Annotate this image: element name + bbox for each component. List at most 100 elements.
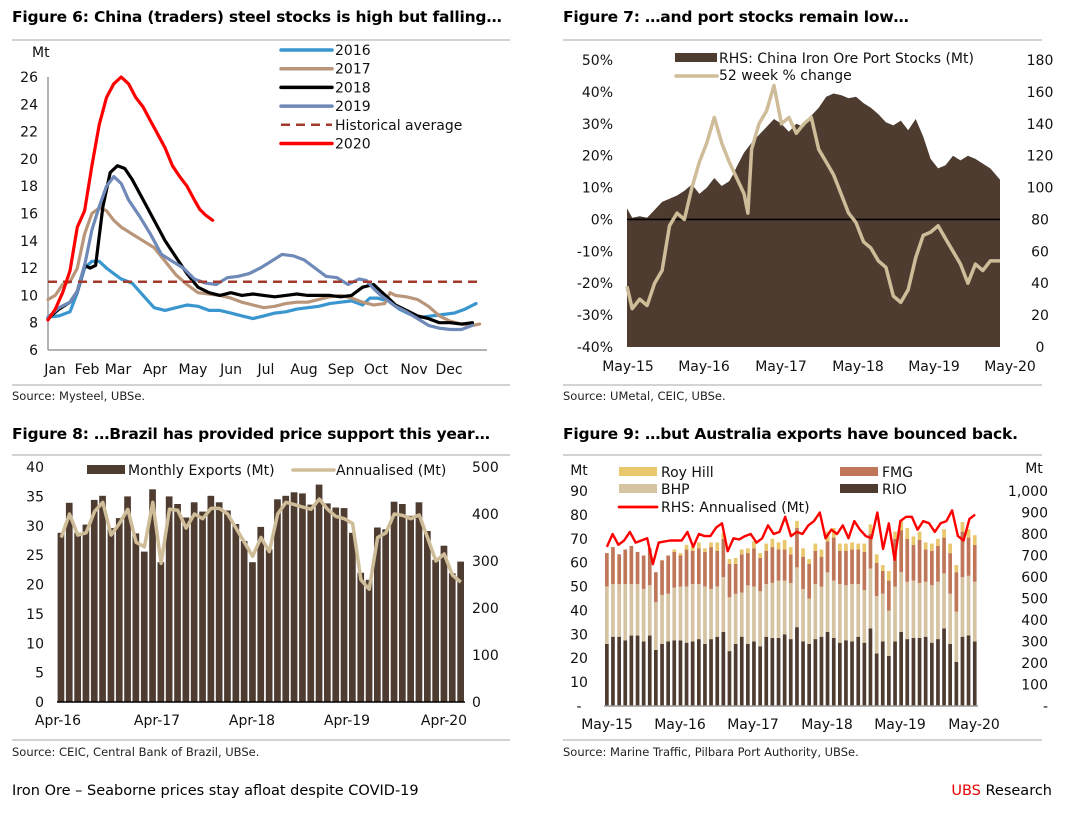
fig6-x-tick-label: Dec: [435, 362, 462, 378]
fig9-bar-rio: [813, 639, 818, 706]
figure-9-bottom-rule: [563, 739, 1042, 741]
fig7-x-tick-label: May-17: [755, 359, 807, 375]
fig9-bar-bhp: [623, 584, 628, 641]
fig8-bar-monthly-exports: [115, 518, 123, 702]
fig8-bar-monthly-exports: [182, 517, 190, 702]
figure-7-bottom-rule: [563, 384, 1042, 386]
fig6-series-2018: [46, 164, 474, 326]
fig7-left-tick-label: 10%: [582, 181, 613, 197]
fig8-bar-monthly-exports: [357, 572, 365, 703]
fig9-bar-rio: [856, 636, 861, 706]
fig9-bar-rio: [660, 643, 664, 706]
fig7-legend-area-swatch: [675, 53, 717, 62]
fig8-left-tick-label: 0: [35, 695, 44, 711]
fig9-bar-roy-hill: [813, 543, 818, 551]
fig9-left-axis-title: Mt: [570, 463, 588, 479]
fig9-bar-rio: [617, 636, 621, 706]
fig9-bar-rio: [923, 636, 928, 706]
fig8-left-tick-label: 35: [26, 489, 44, 505]
fig8-bar-monthly-exports: [57, 532, 65, 702]
fig9-x-tick-label: May-16: [654, 717, 706, 733]
fig9-bar-rio: [782, 634, 787, 706]
fig9-left-tick-label: 10: [570, 675, 588, 691]
fig9-x-tick-label: May-18: [801, 717, 853, 733]
fig9-bar-fmg: [617, 554, 621, 585]
fig9-bar-fmg: [801, 556, 805, 589]
fig9-bar-bhp: [917, 583, 922, 638]
fig8-bar-monthly-exports: [457, 561, 464, 702]
fig8-bar-monthly-exports: [282, 495, 290, 702]
fig7-x-tick-label: May-18: [832, 359, 884, 375]
fig7-right-tick-label: 60: [1031, 244, 1049, 260]
fig9-bar-bhp: [948, 593, 952, 644]
fig8-bar-monthly-exports: [307, 504, 315, 702]
fig9-bar-roy-hill: [764, 543, 769, 551]
fig9-legend-label: FMG: [882, 465, 913, 481]
fig9-bar-bhp: [739, 592, 744, 637]
fig8-bar-monthly-exports: [365, 579, 373, 702]
fig9-bar-rio: [703, 643, 707, 706]
fig9-bar-fmg: [899, 530, 903, 573]
fig9-bar-rio: [838, 642, 842, 706]
fig6-legend-label: Historical average: [335, 118, 462, 134]
fig6-x-tick-label: Jun: [219, 362, 242, 378]
fig6-y-tick-label: 16: [20, 207, 38, 223]
fig9-bar-bhp: [942, 573, 946, 629]
fig9-right-axis-title: Mt: [1025, 461, 1043, 477]
fig9-bar-bhp: [880, 593, 885, 642]
fig7-left-tick-label: -30%: [577, 308, 613, 324]
fig9-bar-roy-hill: [697, 542, 701, 549]
fig9-bar-fmg: [647, 548, 652, 586]
fig8-bar-monthly-exports: [374, 527, 381, 702]
fig9-bar-rio: [795, 627, 799, 706]
figure-6-title: Figure 6: China (traders) steel stocks i…: [12, 8, 502, 26]
fig9-left-tick-label: 30: [570, 627, 588, 643]
footer-document-title: Iron Ore – Seaborne prices stay afloat d…: [12, 783, 419, 799]
fig6-y-tick-label: 22: [20, 125, 38, 141]
fig6-legend-label: 2017: [335, 62, 371, 78]
fig9-bar-rio: [911, 637, 916, 706]
fig9-bar-fmg: [739, 554, 744, 593]
fig9-bar-fmg: [819, 556, 824, 587]
fig8-x-tick-label: Apr-16: [35, 713, 81, 729]
fig9-bar-roy-hill: [819, 549, 824, 557]
fig9-bar-bhp: [788, 583, 793, 640]
fig9-bar-roy-hill: [838, 543, 842, 551]
figure-6-source: Source: Mysteel, UBSe.: [12, 389, 146, 403]
fig9-bar-rio: [930, 642, 934, 706]
fig9-right-tick-label: 100: [1021, 678, 1048, 694]
fig9-bar-bhp: [960, 577, 965, 637]
fig6-x-tick-label: Jul: [257, 362, 275, 378]
fig8-left-tick-label: 20: [26, 578, 44, 594]
fig9-bar-rio: [868, 628, 873, 706]
fig9-bar-fmg: [874, 562, 879, 597]
fig9-bar-rio: [666, 641, 670, 706]
fig9-bar-rio: [880, 641, 885, 706]
fig9-bar-bhp: [954, 611, 959, 662]
fig9-legend-label: Roy Hill: [661, 465, 714, 481]
fig7-x-tick-label: May-20: [984, 359, 1036, 375]
fig7-right-tick-label: 40: [1031, 276, 1049, 292]
fig9-right-tick-label: -: [1043, 699, 1048, 715]
fig8-bar-monthly-exports: [382, 529, 389, 702]
fig8-legend-label-monthly: Monthly Exports (Mt): [128, 463, 275, 479]
fig9-bar-roy-hill: [733, 557, 738, 564]
fig9-bar-fmg: [893, 538, 897, 587]
fig8-bar-monthly-exports: [399, 504, 406, 702]
fig9-bar-fmg: [911, 544, 916, 581]
fig9-bar-roy-hill: [887, 571, 891, 581]
fig9-bar-roy-hill: [917, 531, 922, 540]
fig9-bar-bhp: [605, 586, 609, 644]
fig9-bar-bhp: [764, 584, 769, 637]
fig7-legend-label-port-stocks: RHS: China Iron Ore Port Stocks (Mt): [719, 51, 974, 67]
fig9-bar-fmg: [684, 549, 689, 587]
fig9-bar-roy-hill: [880, 565, 885, 572]
fig9-bar-fmg: [917, 540, 922, 583]
fig9-bar-bhp: [856, 584, 861, 637]
fig9-bar-fmg: [733, 563, 738, 594]
fig7-right-tick-label: 180: [1027, 53, 1054, 69]
fig9-bar-rio: [899, 631, 903, 706]
figure-6-top-rule: [12, 39, 510, 41]
fig9-bar-rio: [758, 646, 762, 706]
fig9-bar-fmg: [966, 537, 971, 576]
